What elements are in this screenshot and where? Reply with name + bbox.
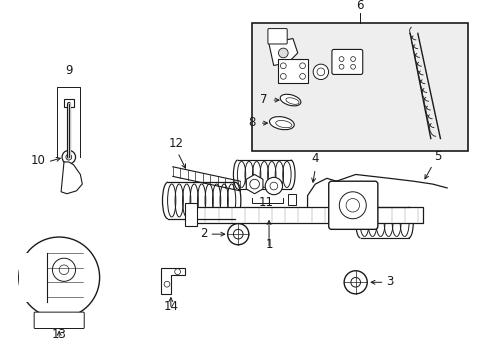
- FancyBboxPatch shape: [34, 312, 84, 328]
- Circle shape: [174, 269, 180, 275]
- Text: 3: 3: [386, 275, 393, 288]
- Text: 7: 7: [260, 93, 267, 105]
- Text: 9: 9: [65, 64, 72, 77]
- Text: 12: 12: [169, 138, 184, 150]
- Bar: [64, 99, 74, 107]
- Circle shape: [62, 150, 75, 164]
- Circle shape: [339, 64, 343, 69]
- Text: 14: 14: [163, 300, 178, 313]
- Circle shape: [278, 48, 287, 58]
- Ellipse shape: [275, 121, 291, 128]
- Polygon shape: [268, 39, 297, 66]
- Circle shape: [264, 177, 282, 195]
- Polygon shape: [161, 268, 185, 294]
- Ellipse shape: [280, 94, 300, 106]
- Circle shape: [350, 57, 355, 62]
- Text: 10: 10: [31, 154, 45, 167]
- FancyBboxPatch shape: [328, 181, 377, 229]
- Circle shape: [280, 73, 285, 79]
- Circle shape: [52, 258, 75, 281]
- Polygon shape: [61, 162, 82, 194]
- Text: 5: 5: [433, 150, 440, 163]
- FancyBboxPatch shape: [267, 28, 286, 44]
- Circle shape: [316, 68, 324, 76]
- Circle shape: [299, 73, 305, 79]
- Bar: [251, 23, 467, 151]
- Bar: [187, 207, 422, 222]
- Text: 2: 2: [200, 227, 207, 240]
- Circle shape: [339, 192, 366, 219]
- Ellipse shape: [269, 117, 294, 130]
- Text: 4: 4: [311, 152, 318, 165]
- Circle shape: [350, 64, 355, 69]
- Ellipse shape: [285, 98, 298, 104]
- FancyBboxPatch shape: [331, 49, 362, 75]
- Circle shape: [66, 154, 72, 160]
- Circle shape: [249, 179, 259, 189]
- Text: 6: 6: [355, 0, 363, 12]
- Circle shape: [280, 63, 285, 69]
- Text: 8: 8: [248, 116, 255, 129]
- Circle shape: [312, 64, 328, 80]
- Circle shape: [339, 57, 343, 62]
- FancyBboxPatch shape: [277, 59, 308, 83]
- Circle shape: [164, 281, 169, 287]
- Bar: [19, 253, 47, 302]
- Circle shape: [299, 63, 305, 69]
- Bar: [288, 194, 295, 205]
- Text: 1: 1: [265, 238, 272, 252]
- Text: 11: 11: [258, 196, 273, 209]
- Polygon shape: [246, 175, 263, 194]
- Bar: [185, 203, 197, 226]
- Text: 13: 13: [52, 328, 66, 341]
